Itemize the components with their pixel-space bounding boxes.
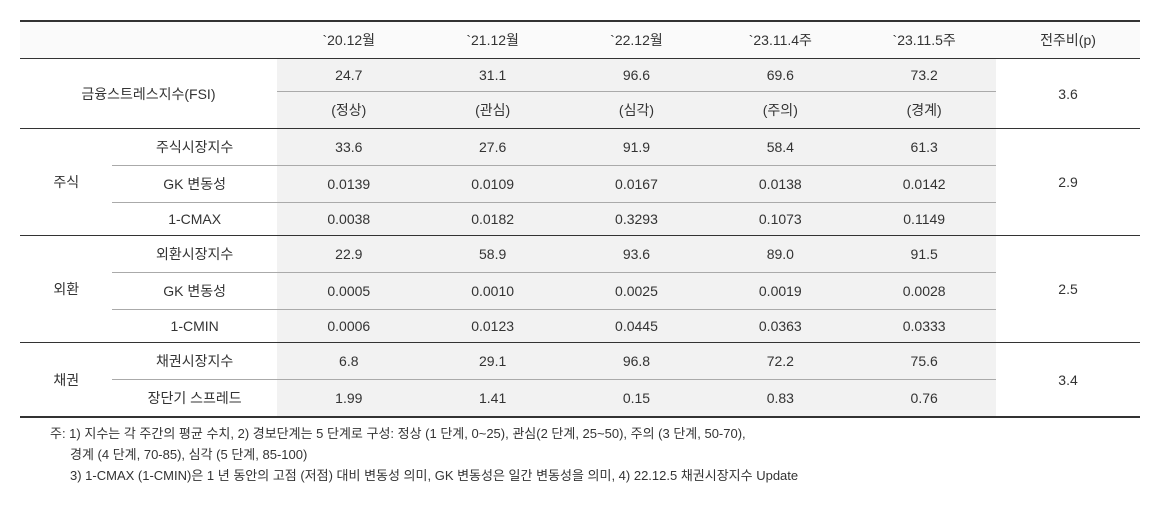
stock-1-1: 0.0109 bbox=[421, 166, 565, 203]
bond-1-3: 0.83 bbox=[708, 380, 852, 418]
header-col-3: `22.12월 bbox=[565, 21, 709, 59]
fx-1-2: 0.0025 bbox=[565, 273, 709, 310]
bond-sub-0: 채권시장지수 bbox=[112, 343, 276, 380]
stock-1-0: 0.0139 bbox=[277, 166, 421, 203]
header-blank bbox=[20, 21, 277, 59]
stock-0-0: 33.6 bbox=[277, 129, 421, 166]
bond-label: 채권 bbox=[20, 343, 112, 418]
bond-0-4: 75.6 bbox=[852, 343, 996, 380]
bond-1-2: 0.15 bbox=[565, 380, 709, 418]
fx-label: 외환 bbox=[20, 236, 112, 343]
bond-1-0: 1.99 bbox=[277, 380, 421, 418]
stock-1-4: 0.0142 bbox=[852, 166, 996, 203]
fsi-lv3: (심각) bbox=[565, 92, 709, 129]
fsi-lv1: (정상) bbox=[277, 92, 421, 129]
header-col-5: `23.11.5주 bbox=[852, 21, 996, 59]
header-col-2: `21.12월 bbox=[421, 21, 565, 59]
footnote-2: 경계 (4 단계, 70-85), 심각 (5 단계, 85-100) bbox=[50, 445, 1141, 466]
fsi-label: 금융스트레스지수(FSI) bbox=[20, 59, 277, 129]
stock-2-3: 0.1073 bbox=[708, 203, 852, 236]
fx-2-0: 0.0006 bbox=[277, 310, 421, 343]
header-col-4: `23.11.4주 bbox=[708, 21, 852, 59]
fx-2-2: 0.0445 bbox=[565, 310, 709, 343]
fx-row-0: 외환 외환시장지수 22.9 58.9 93.6 89.0 91.5 2.5 bbox=[20, 236, 1140, 273]
fsi-table: `20.12월 `21.12월 `22.12월 `23.11.4주 `23.11… bbox=[20, 20, 1140, 418]
fsi-lv5: (경계) bbox=[852, 92, 996, 129]
fsi-v5: 73.2 bbox=[852, 59, 996, 92]
bond-sub-1: 장단기 스프레드 bbox=[112, 380, 276, 418]
bond-0-1: 29.1 bbox=[421, 343, 565, 380]
bond-0-3: 72.2 bbox=[708, 343, 852, 380]
header-col-1: `20.12월 bbox=[277, 21, 421, 59]
bond-row-0: 채권 채권시장지수 6.8 29.1 96.8 72.2 75.6 3.4 bbox=[20, 343, 1140, 380]
stock-2-2: 0.3293 bbox=[565, 203, 709, 236]
bond-0-2: 96.8 bbox=[565, 343, 709, 380]
bond-1-1: 1.41 bbox=[421, 380, 565, 418]
fx-1-3: 0.0019 bbox=[708, 273, 852, 310]
fx-1-1: 0.0010 bbox=[421, 273, 565, 310]
fx-sub-2: 1-CMIN bbox=[112, 310, 276, 343]
stock-1-2: 0.0167 bbox=[565, 166, 709, 203]
fsi-lv4: (주의) bbox=[708, 92, 852, 129]
stock-sub-0: 주식시장지수 bbox=[112, 129, 276, 166]
footnotes: 주: 1) 지수는 각 주간의 평균 수치, 2) 경보단계는 5 단계로 구성… bbox=[20, 424, 1141, 486]
stock-sub-2: 1-CMAX bbox=[112, 203, 276, 236]
footnote-3: 3) 1-CMAX (1-CMIN)은 1 년 동안의 고점 (저점) 대비 변… bbox=[50, 466, 1141, 487]
fx-1-4: 0.0028 bbox=[852, 273, 996, 310]
stock-2-1: 0.0182 bbox=[421, 203, 565, 236]
fx-sub-1: GK 변동성 bbox=[112, 273, 276, 310]
stock-2-4: 0.1149 bbox=[852, 203, 996, 236]
fsi-wow: 3.6 bbox=[996, 59, 1140, 129]
fx-0-1: 58.9 bbox=[421, 236, 565, 273]
stock-0-4: 61.3 bbox=[852, 129, 996, 166]
stock-0-2: 91.9 bbox=[565, 129, 709, 166]
stock-wow: 2.9 bbox=[996, 129, 1140, 236]
stock-0-3: 58.4 bbox=[708, 129, 852, 166]
fsi-lv2: (관심) bbox=[421, 92, 565, 129]
stock-2-0: 0.0038 bbox=[277, 203, 421, 236]
fx-row-2: 1-CMIN 0.0006 0.0123 0.0445 0.0363 0.033… bbox=[20, 310, 1140, 343]
fx-0-0: 22.9 bbox=[277, 236, 421, 273]
footnote-1: 주: 1) 지수는 각 주간의 평균 수치, 2) 경보단계는 5 단계로 구성… bbox=[50, 424, 1141, 445]
fx-2-4: 0.0333 bbox=[852, 310, 996, 343]
bond-wow: 3.4 bbox=[996, 343, 1140, 418]
stock-label: 주식 bbox=[20, 129, 112, 236]
header-row: `20.12월 `21.12월 `22.12월 `23.11.4주 `23.11… bbox=[20, 21, 1140, 59]
bond-1-4: 0.76 bbox=[852, 380, 996, 418]
stock-sub-1: GK 변동성 bbox=[112, 166, 276, 203]
stock-row-1: GK 변동성 0.0139 0.0109 0.0167 0.0138 0.014… bbox=[20, 166, 1140, 203]
stock-1-3: 0.0138 bbox=[708, 166, 852, 203]
fx-2-1: 0.0123 bbox=[421, 310, 565, 343]
fx-row-1: GK 변동성 0.0005 0.0010 0.0025 0.0019 0.002… bbox=[20, 273, 1140, 310]
fsi-v1: 24.7 bbox=[277, 59, 421, 92]
fsi-v3: 96.6 bbox=[565, 59, 709, 92]
bond-0-0: 6.8 bbox=[277, 343, 421, 380]
fsi-v4: 69.6 bbox=[708, 59, 852, 92]
fsi-v2: 31.1 bbox=[421, 59, 565, 92]
fx-0-3: 89.0 bbox=[708, 236, 852, 273]
fsi-row-values: 금융스트레스지수(FSI) 24.7 31.1 96.6 69.6 73.2 3… bbox=[20, 59, 1140, 92]
fx-wow: 2.5 bbox=[996, 236, 1140, 343]
fx-1-0: 0.0005 bbox=[277, 273, 421, 310]
stock-0-1: 27.6 bbox=[421, 129, 565, 166]
stock-row-2: 1-CMAX 0.0038 0.0182 0.3293 0.1073 0.114… bbox=[20, 203, 1140, 236]
stock-row-0: 주식 주식시장지수 33.6 27.6 91.9 58.4 61.3 2.9 bbox=[20, 129, 1140, 166]
bond-row-1: 장단기 스프레드 1.99 1.41 0.15 0.83 0.76 bbox=[20, 380, 1140, 418]
fx-0-4: 91.5 bbox=[852, 236, 996, 273]
fx-0-2: 93.6 bbox=[565, 236, 709, 273]
fx-2-3: 0.0363 bbox=[708, 310, 852, 343]
header-col-wow: 전주비(p) bbox=[996, 21, 1140, 59]
fx-sub-0: 외환시장지수 bbox=[112, 236, 276, 273]
